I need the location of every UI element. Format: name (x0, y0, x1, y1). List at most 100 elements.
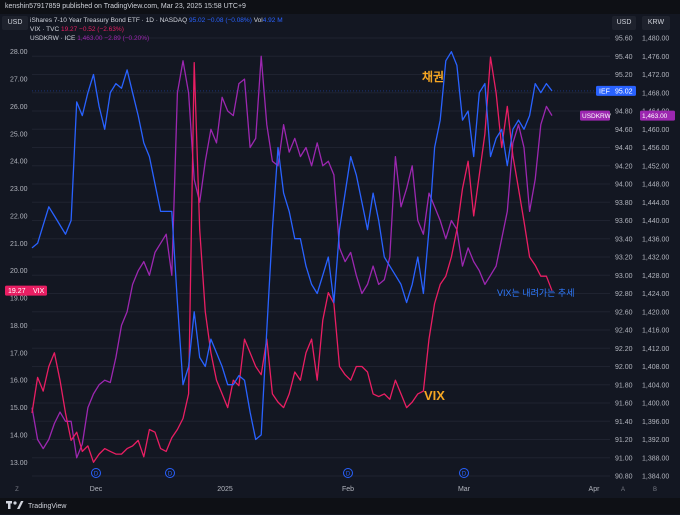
usdkrw-value-badge (640, 110, 675, 121)
right-tick-label: 1,432.00 (642, 255, 669, 262)
right-tick-label: 1,460.00 (642, 127, 669, 134)
right-tick-label: 1,424.00 (642, 291, 669, 298)
mid-tick-label: 94.20 (615, 163, 633, 170)
mid-tick-label: 94.00 (615, 182, 633, 189)
left-axis-header[interactable]: USD (2, 16, 28, 30)
legend-vix-price: 19.27 (60, 26, 78, 33)
right-tick-label: 1,392.00 (642, 437, 669, 444)
mid-tick-label: 93.40 (615, 236, 633, 243)
scale-toggle-b: B (653, 487, 657, 493)
published-bar: kenshin57917859 published on TradingView… (0, 0, 680, 14)
right-tick-label: 1,452.00 (642, 163, 669, 170)
right-tick-label: 1,416.00 (642, 328, 669, 335)
left-tick-label: 14.00 (10, 432, 28, 439)
series-line-ief (31, 51, 553, 441)
mid-tick-label: 93.60 (615, 218, 633, 225)
mid-tick-label: 92.00 (615, 364, 633, 371)
right-tick-label: 1,400.00 (642, 401, 669, 408)
dividend-marker-label: D (168, 472, 173, 478)
right-axis-header[interactable]: KRW (642, 16, 670, 30)
right-axis: 1,480.001,476.001,472.001,468.001,464.00… (642, 36, 669, 481)
annotation-bond: 채권 (422, 70, 445, 84)
series-line-vix (31, 56, 553, 463)
mid-tick-label: 95.60 (615, 36, 633, 43)
right-tick-label: 1,436.00 (642, 236, 669, 243)
mid-tick-label: 95.40 (615, 54, 633, 61)
mid-tick-label: 94.60 (615, 127, 633, 134)
mid-tick-label: 91.40 (615, 419, 633, 426)
series-line-usdkrw (31, 55, 553, 459)
right-tick-label: 1,444.00 (642, 200, 669, 207)
ief-price-badge (596, 85, 636, 96)
ief-price-badge-value: 95.02 (615, 88, 633, 95)
series-layer: 19.27 VIX IEF 95.02 USDKRW 1,463.00 (5, 51, 675, 463)
x-tick-label: 2025 (217, 486, 233, 493)
dividend-marker (91, 468, 101, 478)
left-tick-label: 15.00 (10, 405, 28, 412)
right-tick-label: 1,428.00 (642, 273, 669, 280)
x-tick-label: Feb (342, 486, 354, 493)
x-tick-label: Mar (458, 486, 471, 493)
annotation-vix: VIX (424, 388, 445, 403)
left-tick-label: 21.00 (10, 241, 28, 248)
mid-tick-label: 93.80 (615, 200, 633, 207)
left-tick-label: 20.00 (10, 268, 28, 275)
left-tick-label: 13.00 (10, 460, 28, 467)
right-tick-label: 1,396.00 (642, 419, 669, 426)
ief-price-badge-label: IEF (599, 88, 610, 95)
tradingview-logo-text: TradingView (27, 503, 67, 510)
vix-left-badge-value: 19.27 (8, 288, 26, 295)
right-tick-label: 1,384.00 (642, 474, 669, 481)
left-tick-label: 23.00 (10, 186, 28, 193)
annotation-vix-trend: VIX는 내려가는 추세 (497, 288, 575, 298)
x-tick-label: Apr (589, 486, 601, 493)
mid-tick-label: 91.00 (615, 455, 633, 462)
grid (0, 14, 680, 498)
published-text: kenshin57917859 published on TradingView… (5, 3, 246, 10)
mid-tick-label: 91.60 (615, 401, 633, 408)
left-tick-label: 27.00 (10, 77, 28, 84)
left-tick-label: 19.00 (10, 296, 28, 303)
legend-vol-label: Vol (253, 17, 263, 24)
left-tick-label: 24.00 (10, 159, 28, 166)
right-tick-label: 1,388.00 (642, 455, 669, 462)
legend: iShares 7-10 Year Treasury Bond ETF · 1D… (30, 16, 283, 43)
mid-tick-label: 92.80 (615, 291, 633, 298)
mid-tick-label: 91.20 (615, 437, 633, 444)
mid-tick-label: 95.20 (615, 72, 633, 79)
mid-tick-label: 94.40 (615, 145, 633, 152)
mid-tick-label: 92.40 (615, 328, 633, 335)
legend-ief-price: 95.02 (188, 17, 206, 24)
legend-usdkrw-price: 1,463.00 (77, 35, 103, 42)
scale-toggle-z: Z (15, 487, 19, 493)
legend-row-ief[interactable]: iShares 7-10 Year Treasury Bond ETF · 1D… (30, 16, 283, 25)
dividend-marker (459, 468, 469, 478)
mid-tick-label: 93.00 (615, 273, 633, 280)
dividend-marker-label: D (346, 472, 351, 478)
legend-vix-title: VIX · TVC (30, 26, 60, 33)
left-tick-label: 22.00 (10, 213, 28, 220)
legend-usdkrw-title: USDKRW · ICE (30, 35, 76, 42)
dividend-marker-label: D (462, 472, 467, 478)
legend-row-usdkrw[interactable]: USDKRW · ICE 1,463.00 −2.89 (−0.20%) (30, 34, 283, 43)
left-tick-label: 17.00 (10, 350, 28, 357)
mid-axis-header[interactable]: USD (612, 16, 636, 30)
right-tick-label: 1,440.00 (642, 218, 669, 225)
left-axis: 28.00 27.00 26.00 25.00 24.00 23.00 22.00 21.00… (10, 49, 28, 467)
usdkrw-label-badge (580, 110, 610, 121)
left-tick-label: 18.00 (10, 323, 28, 330)
right-tick-label: 1,472.00 (642, 72, 669, 79)
mid-tick-label: 92.20 (615, 346, 633, 353)
tradingview-logo[interactable]: TradingView (6, 498, 66, 515)
right-tick-label: 1,468.00 (642, 90, 669, 97)
scale-toggle-a: A (621, 487, 625, 493)
mid-tick-label: 92.60 (615, 309, 633, 316)
chart-background (0, 14, 680, 498)
legend-row-vix[interactable]: VIX · TVC 19.27 −0.52 (−2.63%) (30, 25, 283, 34)
legend-ief-change: −0.08 (−0.08%) (207, 17, 252, 24)
dividend-marker (343, 468, 353, 478)
right-tick-label: 1,408.00 (642, 364, 669, 371)
left-tick-label: 16.00 (10, 378, 28, 385)
left-tick-label: 25.00 (10, 131, 28, 138)
